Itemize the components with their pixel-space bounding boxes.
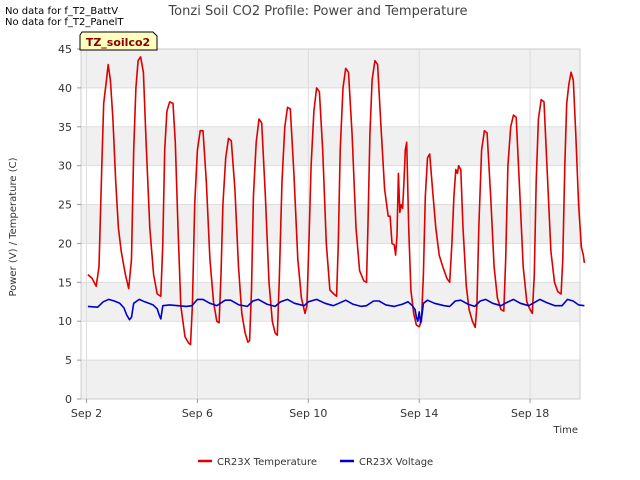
site-badge: TZ_soilco2 (79, 31, 158, 51)
background-band (81, 204, 580, 244)
series-line-voltage (87, 298, 585, 324)
y-tick-label: 0 (65, 393, 72, 406)
x-tick-label: Sep 10 (289, 407, 327, 420)
y-tick-label: 25 (58, 199, 72, 212)
legend-label: CR23X Voltage (359, 457, 433, 468)
x-axis-label: Time (553, 425, 578, 436)
background-band (81, 360, 580, 399)
y-tick-label: 20 (58, 237, 72, 250)
background-bands (81, 49, 580, 399)
series-line-temperature (87, 56, 586, 346)
x-tick-label: Sep 2 (71, 407, 102, 420)
y-tick-label: 5 (65, 354, 72, 367)
background-band (81, 126, 580, 166)
y-tick-label: 35 (58, 121, 72, 134)
y-tick-label: 15 (58, 276, 72, 289)
series-lines (87, 56, 586, 346)
site-badge-label: TZ_soilco2 (86, 36, 150, 49)
no-data-notice-panelt: No data for f_T2_PanelT (5, 17, 124, 28)
x-axis-ticks: Sep 2 Sep 6 Sep 10 Sep 14 Sep 18 (71, 399, 549, 420)
legend: CR23X Temperature CR23X Voltage (198, 457, 433, 468)
x-tick-label: Sep 6 (182, 407, 213, 420)
y-tick-label: 10 (58, 315, 72, 328)
y-axis-label: Power (V) / Temperature (C) (8, 157, 19, 296)
x-tick-label: Sep 18 (511, 407, 549, 420)
background-band (81, 49, 580, 88)
y-tick-label: 30 (58, 160, 72, 173)
x-tick-label: Sep 14 (400, 407, 438, 420)
chart-title: Tonzi Soil CO2 Profile: Power and Temper… (167, 4, 467, 19)
y-tick-label: 45 (58, 43, 72, 56)
site-badge-box (79, 31, 158, 51)
y-axis-ticks: 0 5 10 15 20 25 30 35 40 45 (58, 43, 81, 406)
no-data-notice-battv: No data for f_T2_BattV (5, 6, 119, 17)
legend-label: CR23X Temperature (217, 457, 317, 468)
y-tick-label: 40 (58, 82, 72, 95)
